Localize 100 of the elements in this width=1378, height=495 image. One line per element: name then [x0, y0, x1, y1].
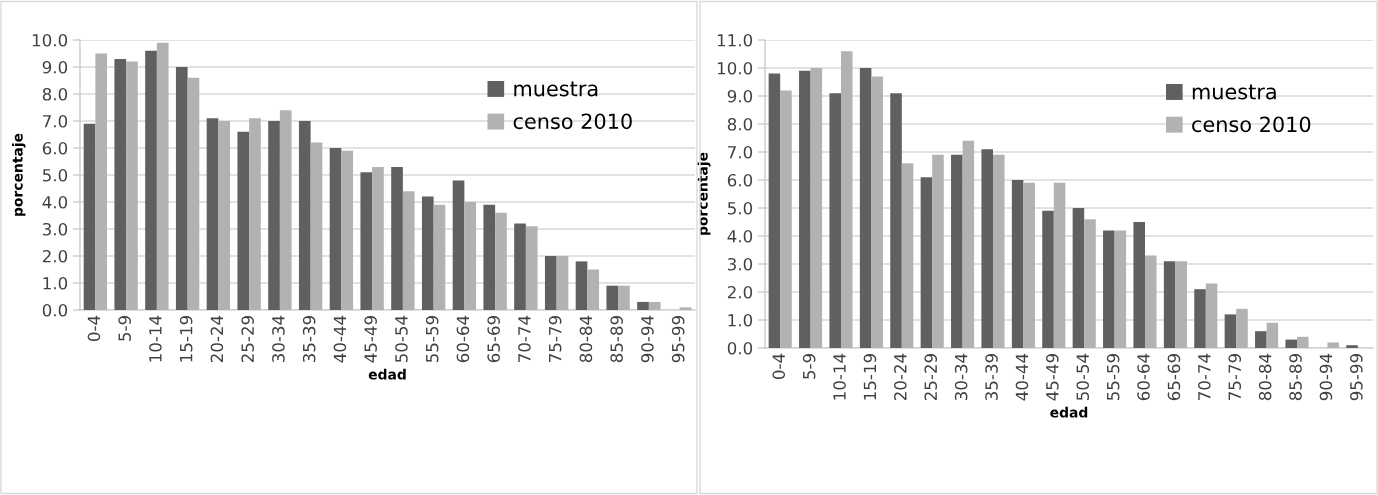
bar: [679, 307, 692, 310]
bar: [587, 269, 600, 310]
bar: [841, 51, 853, 348]
x-tick-label: 55-59: [425, 316, 439, 362]
x-tick-label: 80-84: [579, 315, 593, 363]
bar: [1011, 180, 1024, 348]
x-axis-title: edad: [368, 368, 406, 380]
y-tick-label: 7.0: [728, 145, 753, 159]
bar: [464, 202, 477, 310]
bar: [859, 68, 872, 348]
y-tick-label: 10.0: [32, 33, 68, 47]
bar: [175, 67, 188, 310]
bar: [1285, 339, 1297, 348]
bar: [556, 256, 569, 310]
bar: [1163, 261, 1176, 348]
y-tick-label: 0.0: [727, 341, 753, 355]
x-tick-label: 35-39: [302, 316, 316, 363]
x-tick-label: 25-29: [924, 354, 938, 401]
x-tick-label: 65-69: [1167, 354, 1181, 401]
bar: [1114, 230, 1127, 348]
x-tick-label: 15-19: [863, 354, 877, 400]
bar: [932, 154, 944, 348]
bar: [268, 121, 280, 310]
y-tick-label: 8.0: [727, 117, 753, 131]
bar: [1084, 219, 1096, 348]
y-tick-label: 10.0: [717, 61, 753, 75]
bar: [1145, 255, 1157, 348]
bar: [799, 70, 811, 348]
bar: [525, 226, 538, 310]
bar: [372, 166, 384, 310]
x-tick-label: 35-39: [985, 354, 998, 401]
bar: [1175, 261, 1187, 348]
x-tick-label: 95-99: [671, 316, 685, 363]
bar: [1224, 314, 1237, 348]
y-tick-label: 5.0: [42, 168, 68, 182]
y-tick-label: 7.0: [43, 114, 68, 128]
bar: [901, 163, 914, 348]
y-tick-label: 4.0: [727, 229, 753, 243]
bar: [544, 256, 557, 310]
bar: [237, 131, 250, 310]
x-tick-label: 80-84: [1258, 353, 1272, 401]
x-tick-label: 50-54: [395, 315, 408, 362]
y-tick-label: 11.0: [717, 33, 753, 47]
bar: [780, 90, 792, 348]
legend-label: censo 2010: [1192, 116, 1311, 133]
x-tick-label: 25-29: [241, 316, 254, 363]
x-tick-label: 55-59: [1106, 354, 1120, 400]
bar: [421, 196, 434, 310]
bar: [483, 204, 496, 310]
bar: [810, 68, 823, 348]
bar: [618, 285, 630, 310]
bar: [637, 301, 649, 310]
y-tick-label: 5.0: [727, 201, 753, 215]
x-tick-label: 0-4: [772, 353, 786, 379]
bar: [95, 53, 108, 310]
x-tick-label: 95-99: [1350, 354, 1363, 401]
x-tick-label: 65-69: [487, 316, 500, 363]
x-tick-label: 70-74: [1198, 353, 1211, 400]
bar: [360, 172, 373, 310]
x-tick-label: 20-24: [210, 315, 224, 363]
bar: [187, 77, 200, 310]
bar: [156, 42, 169, 310]
x-axis-title: edad: [1050, 406, 1088, 418]
bar: [310, 142, 323, 310]
bar: [951, 154, 963, 348]
y-tick-label: 1.0: [43, 276, 68, 290]
bar: [1205, 283, 1218, 348]
x-tick-label: 40-44: [1015, 353, 1029, 401]
bar: [962, 140, 975, 348]
bar: [1103, 230, 1115, 348]
bar: [433, 204, 446, 310]
y-tick-label: 6.0: [727, 173, 753, 187]
x-tick-label: 75-79: [548, 316, 562, 362]
bar: [1236, 308, 1248, 348]
x-tick-label: 75-79: [1228, 354, 1242, 400]
bar: [1255, 331, 1267, 348]
y-tick-label: 4.0: [42, 195, 68, 209]
x-tick-label: 0-4: [87, 315, 101, 341]
x-tick-label: 10-14: [833, 353, 846, 400]
bar: [341, 150, 354, 310]
x-tick-label: 85-89: [1289, 354, 1302, 401]
bar: [495, 212, 507, 310]
bar: [606, 285, 619, 310]
bar: [1023, 182, 1035, 348]
bar: [829, 93, 841, 348]
bar: [993, 154, 1005, 348]
y-tick-label: 1.0: [728, 313, 753, 327]
y-tick-label: 8.0: [42, 87, 68, 101]
bar: [218, 121, 231, 310]
bar: [920, 177, 933, 348]
bar: [83, 123, 96, 310]
y-tick-label: 9.0: [42, 60, 68, 74]
bar: [279, 110, 292, 310]
bar: [1194, 289, 1206, 348]
y-axis-title: porcentaje: [11, 133, 26, 216]
x-tick-label: 5-9: [802, 354, 816, 379]
bar: [871, 76, 883, 348]
bar: [1072, 208, 1085, 348]
bar: [648, 301, 661, 310]
x-tick-label: 70-74: [518, 315, 531, 362]
